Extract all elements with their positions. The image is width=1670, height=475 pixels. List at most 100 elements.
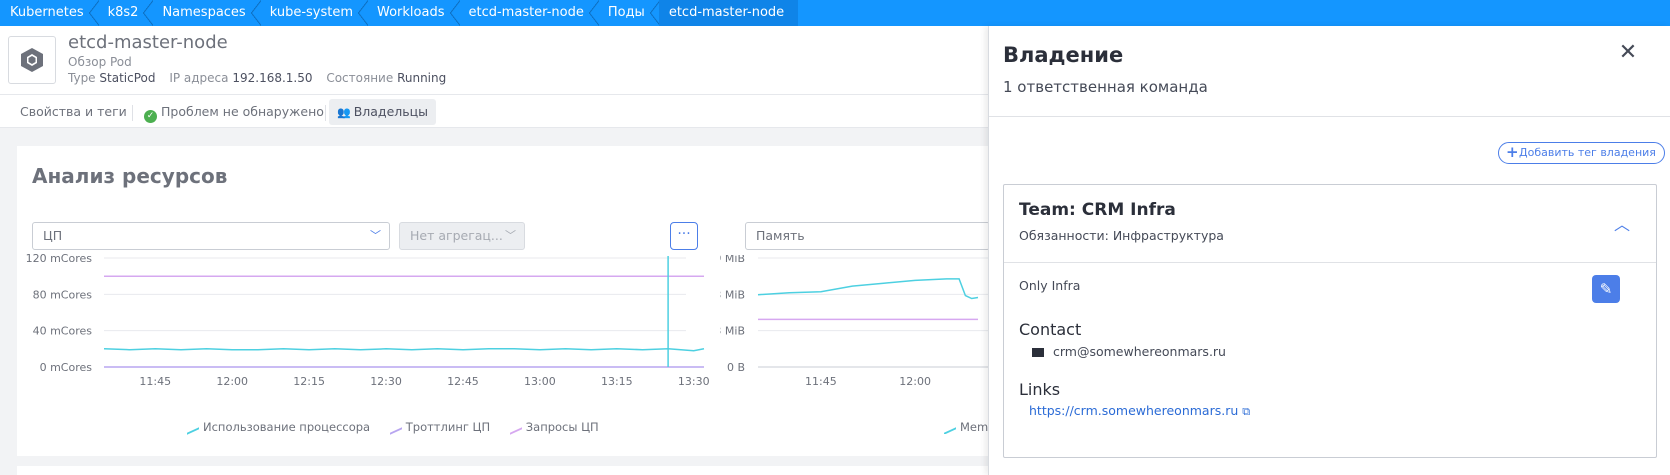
resource-analysis-card: Анализ ресурсов <box>17 146 990 456</box>
series-line-1-0 <box>757 278 979 300</box>
memory-chart-legend: Mem <box>944 420 990 434</box>
team-link-text[interactable]: https://crm.somewhereonmars.ru <box>1029 403 1239 418</box>
links-heading: Links <box>1019 380 1061 399</box>
close-button[interactable]: ✕ <box>1616 41 1640 65</box>
legend-item[interactable]: Mem <box>944 420 988 434</box>
envelope-icon <box>1032 348 1044 357</box>
x-tick-label: 11:45 <box>805 375 837 388</box>
cpu-chart-svg: 120 mCores 80 mCores 40 mCores 0 mCores 11:4… <box>26 252 710 388</box>
breadcrumb-item-workloads[interactable]: Workloads <box>367 0 460 26</box>
breadcrumb-item-kubernetes[interactable]: Kubernetes <box>0 0 99 26</box>
y-tick-label: 80 mCores <box>33 288 93 301</box>
breadcrumb-item-namespace[interactable]: kube-system <box>260 0 369 26</box>
check-circle-icon: ✓ <box>144 110 157 123</box>
legend-swatch-throttle <box>389 420 402 435</box>
legend-swatch-memory <box>944 420 956 434</box>
legend-label: Троттлинг ЦП <box>405 420 491 434</box>
x-tick-label: 13:00 <box>524 375 556 388</box>
cpu-chart: 120 mCores 80 mCores 40 mCores 0 mCores 11:4… <box>0 252 720 435</box>
legend-swatch-requests <box>509 420 522 435</box>
page-subtitle: Обзор Pod <box>68 55 132 69</box>
breadcrumb-item-pods[interactable]: Поды <box>598 0 660 26</box>
metric-select[interactable]: ЦП ﹀ <box>32 222 390 250</box>
legend-item[interactable]: Использование процессора <box>187 420 371 435</box>
legend-label: Использование процессора <box>203 420 371 434</box>
add-ownership-tag-button[interactable]: + Добавить тег владения <box>1498 142 1665 164</box>
x-tick-label: 11:45 <box>139 375 171 388</box>
close-icon: ✕ <box>1618 40 1638 65</box>
tab-problems-label: Проблем не обнаружено <box>161 104 324 119</box>
aggregation-select-value: Нет агрегац... <box>410 228 503 243</box>
x-tick-label: 12:30 <box>370 375 402 388</box>
kubernetes-pod-icon <box>8 36 56 84</box>
ip-label: IP адреса <box>169 71 229 85</box>
ownership-panel: Владение 1 ответственная команда ✕ + Доба… <box>988 26 1670 475</box>
contact-heading: Contact <box>1019 320 1082 339</box>
team-name: Team: CRM Infra <box>1019 200 1176 220</box>
x-tick-label: 12:15 <box>293 375 325 388</box>
legend-item[interactable]: Троттлинг ЦП <box>389 420 491 435</box>
chevron-up-icon[interactable]: ︿ <box>1614 215 1631 234</box>
cpu-chart-legend: Использование процессора Троттлинг ЦП За… <box>187 420 615 435</box>
y-tick-label: 0 mCores <box>40 361 93 374</box>
x-tick-label: 12:00 <box>216 375 248 388</box>
y-tick-label: 76.3 MiB <box>720 325 745 338</box>
panel-title: Владение <box>1003 43 1124 67</box>
y-tick-label: 0 B <box>727 361 745 374</box>
memory-select[interactable]: Память <box>745 222 990 250</box>
legend-item[interactable]: Запросы ЦП <box>509 420 599 435</box>
legend-swatch-cpu <box>187 420 199 435</box>
breadcrumb-item-workload[interactable]: etcd-master-node <box>459 0 600 26</box>
tab-divider <box>132 105 133 121</box>
info-tabs: Свойства и теги ✓ Проблем не обнаружено 👥… <box>0 94 990 128</box>
pod-header: etcd-master-node Обзор Pod Type StaticPo… <box>0 26 990 94</box>
x-tick-label: 13:30 <box>678 375 710 388</box>
external-link-icon: ⧉ <box>1242 405 1251 418</box>
memory-select-value: Память <box>756 228 805 243</box>
users-icon: 👥 <box>337 106 351 119</box>
team-link[interactable]: https://crm.somewhereonmars.ru ⧉ <box>1029 403 1250 419</box>
tab-owners[interactable]: 👥 Владельцы <box>329 99 436 125</box>
team-description: Only Infra <box>1019 278 1081 293</box>
next-card-edge <box>17 466 990 475</box>
add-tag-label: Добавить тег владения <box>1519 146 1656 159</box>
breadcrumb-item-cluster[interactable]: k8s2 <box>98 0 154 26</box>
series-line-0-0 <box>103 348 705 352</box>
more-dots-icon: ··· <box>677 226 691 242</box>
type-value: StaticPod <box>99 71 156 85</box>
more-options-button[interactable]: ··· <box>670 222 698 250</box>
plus-icon: + <box>1506 143 1519 161</box>
type-label: Type <box>68 71 96 85</box>
team-card: Team: CRM Infra Обязанности: Инфраструкт… <box>1003 184 1657 458</box>
pod-meta: Type StaticPod IP адреса 192.168.1.50 Со… <box>68 71 446 85</box>
x-tick-label: 12:00 <box>899 375 931 388</box>
divider <box>989 116 1670 117</box>
x-tick-label: 13:15 <box>601 375 633 388</box>
tab-divider <box>325 105 326 121</box>
state-label: Состояние <box>326 71 394 85</box>
aggregation-select: Нет агрегац... ﹀ <box>399 222 525 250</box>
breadcrumb-item-namespaces[interactable]: Namespaces <box>152 0 261 26</box>
tab-problems[interactable]: ✓ Проблем не обнаружено <box>136 99 332 125</box>
chevron-down-icon: ﹀ <box>370 229 381 242</box>
y-tick-label: 153 MiB <box>720 288 745 301</box>
breadcrumb: Kubernetes k8s2 Namespaces kube-system W… <box>0 0 1670 26</box>
metric-select-value: ЦП <box>43 228 63 243</box>
legend-label: Mem <box>960 420 989 434</box>
y-tick-label: 40 mCores <box>33 325 93 338</box>
team-card-header[interactable]: Team: CRM Infra Обязанности: Инфраструкт… <box>1004 185 1656 263</box>
panel-subtitle: 1 ответственная команда <box>1003 78 1208 96</box>
x-tick-label: 12:45 <box>447 375 479 388</box>
tab-properties[interactable]: Свойства и теги <box>20 104 127 119</box>
contact-email: crm@somewhereonmars.ru <box>1053 344 1226 359</box>
legend-label: Запросы ЦП <box>525 420 599 434</box>
section-title: Анализ ресурсов <box>32 164 228 188</box>
state-value: Running <box>397 71 447 85</box>
y-tick-label: 229 MiB <box>720 255 745 265</box>
edit-button[interactable]: ✎ <box>1592 275 1620 303</box>
page-title: etcd-master-node <box>68 32 228 53</box>
contact-email-row: crm@somewhereonmars.ru <box>1032 344 1226 359</box>
memory-chart: 229 MiB 153 MiB 76.3 MiB 0 B 11:45 12:00 <box>720 255 990 435</box>
memory-chart-svg: 229 MiB 153 MiB 76.3 MiB 0 B 11:45 12:00 <box>720 255 990 388</box>
breadcrumb-item-current: etcd-master-node <box>658 0 799 26</box>
